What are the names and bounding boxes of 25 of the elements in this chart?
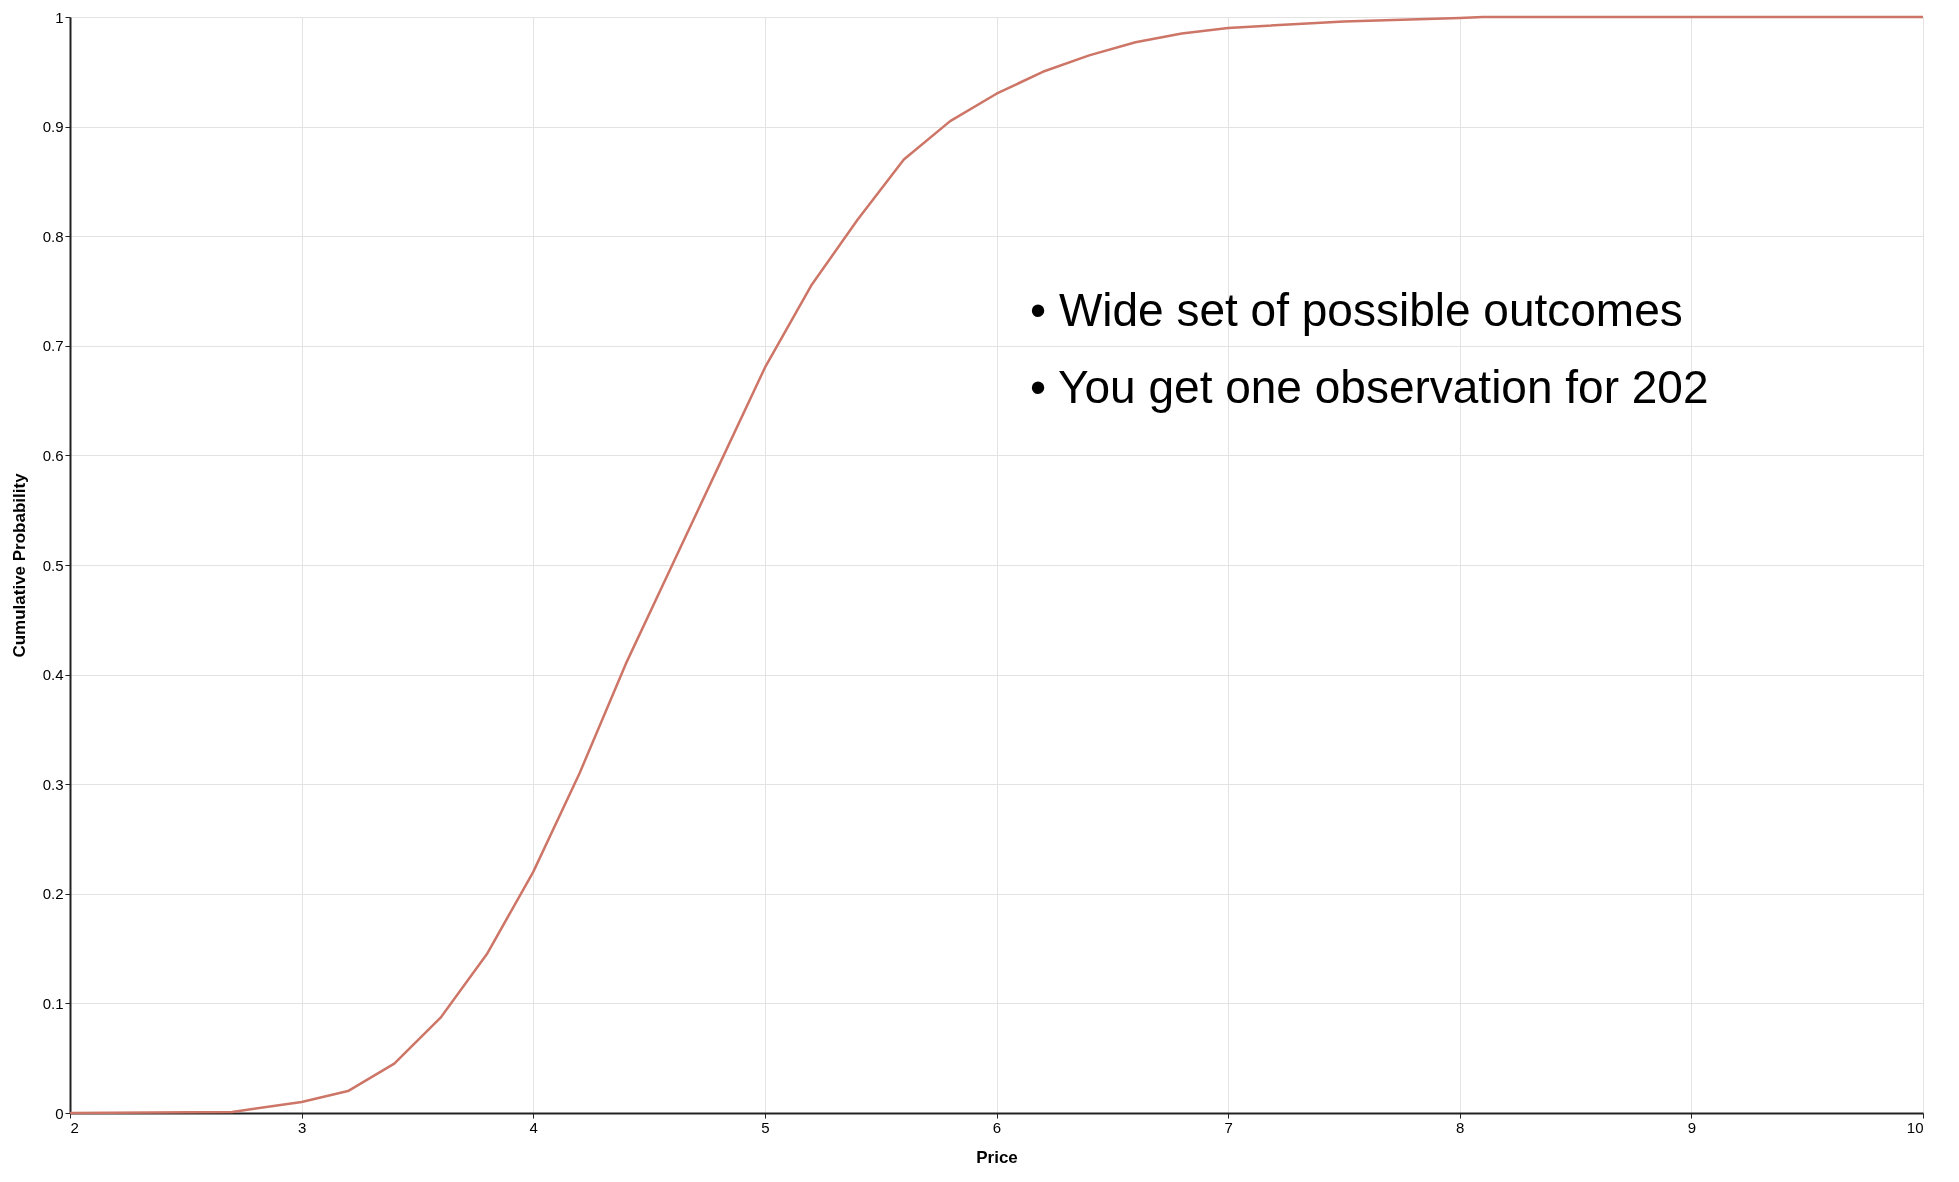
line-series (68, 15, 1925, 1115)
x-tick-label: 7 (1224, 1118, 1233, 1136)
y-tick-label: 0 (55, 1104, 64, 1122)
x-tick-label: 2 (70, 1118, 79, 1136)
y-tick-label: 0.6 (42, 446, 64, 464)
annotation: • You get one observation for 202 (1030, 361, 1709, 413)
x-tick-label: 10 (1906, 1118, 1924, 1136)
x-tick-label: 5 (761, 1118, 770, 1136)
y-axis-title: Cumulative Probability (9, 472, 29, 658)
x-tick-label: 3 (297, 1118, 307, 1136)
y-tick-label: 0.8 (42, 227, 64, 245)
y-tick-label: 0.9 (42, 118, 64, 136)
y-tick-label: 0.1 (42, 994, 64, 1012)
y-tick-label: 0.3 (42, 775, 64, 793)
x-tick-label: 4 (529, 1118, 538, 1136)
y-tick-label: 0.7 (42, 337, 64, 355)
y-tick-label: 0.2 (42, 885, 64, 903)
x-tick-label: 8 (1456, 1118, 1465, 1136)
y-tick-label: 0.5 (42, 556, 64, 574)
annotation: • Wide set of possible outcomes (1030, 284, 1683, 336)
x-tick-label: 9 (1687, 1118, 1697, 1136)
y-tick-label: 0.4 (42, 666, 64, 684)
x-axis-title: Price (976, 1147, 1018, 1167)
x-tick-label: 6 (992, 1118, 1002, 1136)
y-tick-label: 1 (55, 8, 64, 26)
